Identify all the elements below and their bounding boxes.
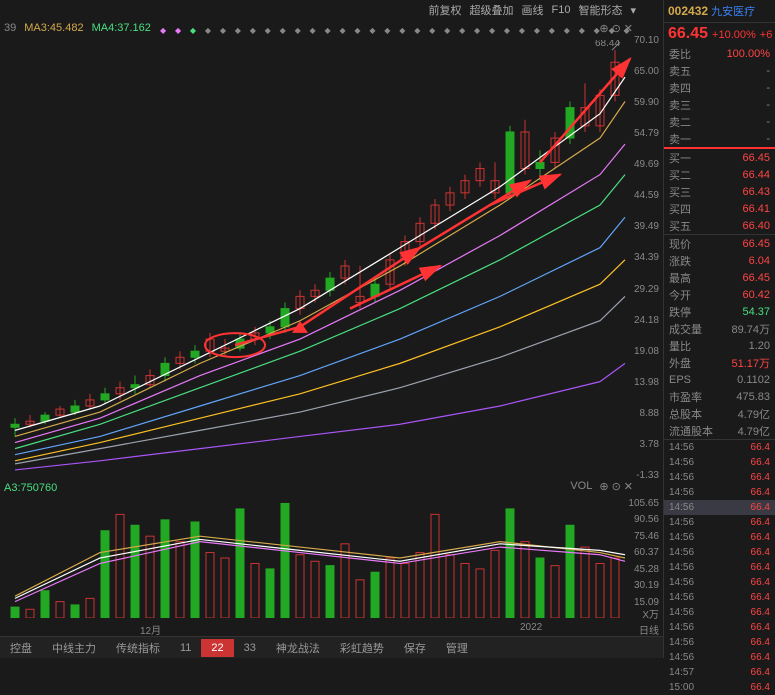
stock-header: 002432 九安医疗	[664, 0, 775, 23]
time-row[interactable]: 14:5666.4	[664, 545, 775, 560]
volume-header: A3:750760	[4, 482, 57, 494]
order-row: 卖三-	[664, 96, 775, 113]
weibi-label: 委比	[669, 46, 691, 62]
close-icon[interactable]: ✕	[624, 480, 633, 493]
order-row: 买五66.40	[664, 217, 775, 234]
bottom-tab[interactable]: 神龙战法	[266, 637, 330, 659]
price-change: +10.00%	[712, 29, 756, 41]
stat-row: 外盘51.17万	[664, 354, 775, 371]
ma4-label: MA4:37.162	[92, 22, 151, 34]
time-row[interactable]: 14:5666.4	[664, 635, 775, 650]
stat-row: 涨跌6.04	[664, 252, 775, 269]
time-row[interactable]: 14:5666.4	[664, 560, 775, 575]
bottom-tab[interactable]: 控盘	[0, 637, 42, 659]
volume-y-axis: 105.6590.5675.4660.3745.2830.1915.09X万	[633, 498, 663, 618]
price-change2: +6	[760, 29, 773, 41]
xaxis-t1: 12月	[140, 622, 161, 637]
time-row[interactable]: 14:5666.4	[664, 440, 775, 455]
time-row[interactable]: 14:5666.4	[664, 530, 775, 545]
xaxis-t2: 2022	[520, 622, 542, 633]
settings-icon[interactable]: ⊙	[612, 480, 621, 493]
time-row[interactable]: 14:5666.4	[664, 605, 775, 620]
time-row[interactable]: 14:5666.4	[664, 470, 775, 485]
time-row[interactable]: 14:5666.4	[664, 455, 775, 470]
xaxis-t3: 日线	[639, 622, 659, 637]
weibi-row: 委比 100.00%	[664, 45, 775, 62]
toolbar-item[interactable]: 画线	[522, 2, 544, 18]
bottom-tab[interactable]: 管理	[436, 637, 478, 659]
current-price: 66.45	[668, 25, 708, 43]
time-row[interactable]: 14:5766.4	[664, 665, 775, 680]
bottom-tab[interactable]: 11	[170, 639, 201, 657]
bottom-tabs: 控盘中线主力传统指标112233神龙战法彩虹趋势保存管理	[0, 636, 663, 658]
order-row: 卖四-	[664, 79, 775, 96]
ma-left: 39	[4, 22, 16, 34]
order-row: 买三66.43	[664, 183, 775, 200]
time-row[interactable]: 14:5666.4	[664, 590, 775, 605]
time-row[interactable]: 14:5666.4	[664, 500, 775, 515]
buy-orders: 买一66.45买二66.44买三66.43买四66.41买五66.40	[664, 149, 775, 234]
toolbar-item[interactable]: 前复权	[429, 2, 462, 18]
time-row[interactable]: 14:5666.4	[664, 620, 775, 635]
order-row: 买四66.41	[664, 200, 775, 217]
ma-legend: 39 MA3:45.482 MA4:37.162	[4, 22, 151, 34]
toolbar-item[interactable]: 超级叠加	[470, 2, 514, 18]
target-icon[interactable]: ⊕	[599, 480, 608, 493]
stat-row: 总股本4.79亿	[664, 405, 775, 422]
stat-row: 跌停54.37	[664, 303, 775, 320]
bottom-tab[interactable]: 22	[201, 639, 233, 657]
chart-marker-dots: ◆◆◆◆◆◆◆◆◆◆◆◆◆◆◆◆◆◆◆◆◆◆◆◆◆◆◆◆◆◆◆◆	[160, 26, 630, 35]
volume-control-icons[interactable]: VOL ⊕ ⊙ ✕	[570, 480, 633, 493]
bottom-tab[interactable]: 彩虹趋势	[330, 637, 394, 659]
time-row[interactable]: 14:5666.4	[664, 575, 775, 590]
ma3-label: MA3:45.482	[24, 22, 83, 34]
stat-row: 市盈率475.83	[664, 388, 775, 405]
stat-row: 现价66.45	[664, 235, 775, 252]
bottom-tab[interactable]: 保存	[394, 637, 436, 659]
toolbar-item[interactable]: F10	[552, 4, 571, 16]
svg-text:68.44: 68.44	[595, 40, 620, 49]
stat-row: 量比1.20	[664, 337, 775, 354]
order-row: 卖二-	[664, 113, 775, 130]
bottom-tab[interactable]: 传统指标	[106, 637, 170, 659]
vol-value: A3:750760	[4, 482, 57, 494]
bottom-tab[interactable]: 中线主力	[42, 637, 106, 659]
stat-row: EPS0.1102	[664, 371, 775, 388]
volume-chart[interactable]	[0, 498, 633, 618]
stat-row: 流通股本4.79亿	[664, 422, 775, 439]
stat-row: 最高66.45	[664, 269, 775, 286]
weibi-value: 100.00%	[727, 48, 770, 60]
time-x-axis: 12月 2022 日线	[0, 622, 663, 636]
candlestick-chart[interactable]: 68.44	[0, 40, 633, 475]
order-row: 卖一-	[664, 130, 775, 147]
bottom-tab[interactable]: 33	[234, 639, 266, 657]
sell-orders: 卖五-卖四-卖三-卖二-卖一-	[664, 62, 775, 147]
settings-icon[interactable]: ⊙	[612, 22, 621, 35]
trade-time-list: 14:5666.414:5666.414:5666.414:5666.414:5…	[664, 439, 775, 695]
stock-info-sidebar: 002432 九安医疗 66.45 +10.00% +6 委比 100.00% …	[663, 0, 775, 658]
price-row: 66.45 +10.00% +6	[664, 23, 775, 45]
toolbar-item[interactable]: 智能形态	[578, 2, 622, 18]
stat-row: 今开60.42	[664, 286, 775, 303]
stock-code: 002432	[668, 4, 708, 18]
time-row[interactable]: 14:5666.4	[664, 515, 775, 530]
top-toolbar: 前复权超级叠加画线 F10 智能形态 ▾	[0, 0, 640, 20]
dropdown-icon[interactable]: ▾	[630, 4, 636, 17]
stat-row: 成交量89.74万	[664, 320, 775, 337]
stock-stats: 现价66.45涨跌6.04最高66.45今开60.42跌停54.37成交量89.…	[664, 234, 775, 439]
chart-control-icons[interactable]: ⊕ ⊙ ✕	[599, 22, 633, 35]
target-icon[interactable]: ⊕	[599, 22, 608, 35]
time-row[interactable]: 14:5666.4	[664, 485, 775, 500]
order-row: 买一66.45	[664, 149, 775, 166]
close-icon[interactable]: ✕	[624, 22, 633, 35]
time-row[interactable]: 15:0066.4	[664, 680, 775, 695]
vol-label: VOL	[570, 480, 592, 493]
price-y-axis: 70.1065.0059.9054.7949.6944.5939.4934.39…	[633, 40, 663, 475]
order-row: 卖五-	[664, 62, 775, 79]
stock-name: 九安医疗	[711, 6, 755, 18]
order-row: 买二66.44	[664, 166, 775, 183]
